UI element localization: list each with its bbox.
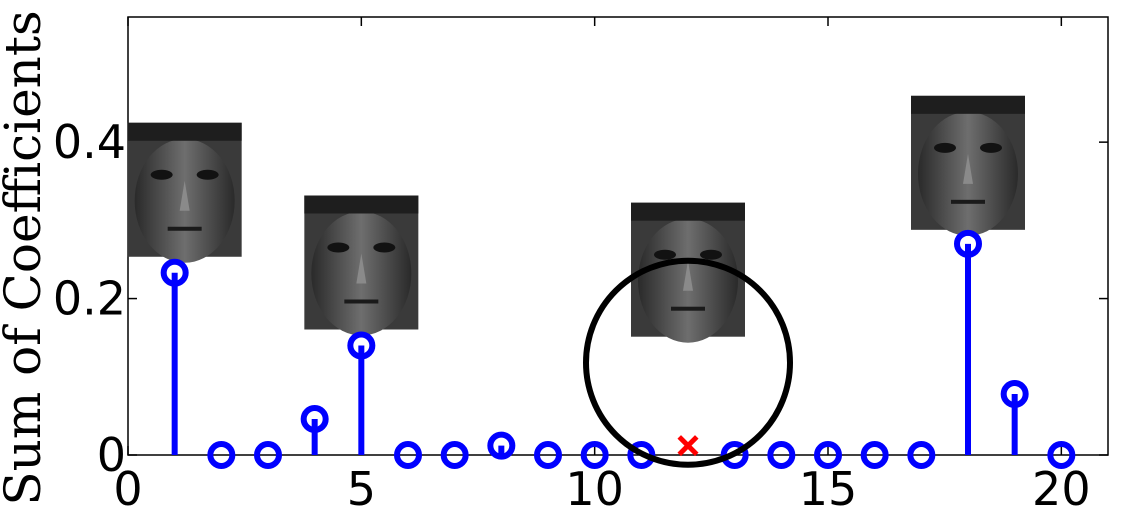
stem-marker xyxy=(580,441,609,469)
stem-marker xyxy=(1000,379,1029,408)
stem-marker xyxy=(767,441,796,469)
stem-marker xyxy=(160,258,189,287)
y-axis-title: Sum of Coefficients xyxy=(0,10,52,505)
stem-marker xyxy=(954,229,982,258)
left-eye xyxy=(654,249,676,260)
x-tick-label: 20 xyxy=(1032,462,1091,516)
cross-stroke xyxy=(677,435,699,457)
stem-marker xyxy=(860,441,889,469)
face-thumbnail xyxy=(911,95,1025,236)
highlight-overlay xyxy=(583,257,793,468)
nose xyxy=(963,153,973,184)
stem-marker xyxy=(440,441,469,469)
mouth xyxy=(951,199,985,204)
left-eye xyxy=(327,242,350,253)
nose xyxy=(356,253,367,284)
stem-marker xyxy=(254,441,282,469)
x-tick-label: 10 xyxy=(565,462,624,516)
stem-marker xyxy=(394,441,422,469)
y-tick-label: 0 xyxy=(97,428,126,482)
stem-marker xyxy=(1047,441,1076,469)
right-eye xyxy=(700,249,722,260)
nose xyxy=(179,180,190,211)
y-tick-label: 0.4 xyxy=(53,115,126,169)
face-thumbnails xyxy=(127,95,1025,343)
stem-marker xyxy=(347,331,376,360)
hair xyxy=(631,202,745,221)
stem-markers xyxy=(160,229,1076,469)
hair xyxy=(127,122,242,141)
stem-marker xyxy=(534,441,562,469)
stem-marker xyxy=(487,431,516,460)
x-tick-label: 5 xyxy=(347,462,376,516)
stem-lines xyxy=(171,243,1018,455)
axis-tick-labels: 0 5 10 15 20 0 0.2 0.4 xyxy=(53,115,1091,516)
face-thumbnail xyxy=(631,202,745,343)
hair xyxy=(911,95,1025,114)
left-eye xyxy=(150,169,173,180)
mouth xyxy=(344,299,379,304)
stem-marker xyxy=(814,441,842,469)
right-eye xyxy=(980,142,1002,153)
axis-ticks xyxy=(127,17,1108,456)
stem-marker xyxy=(627,441,656,469)
nose xyxy=(683,260,693,291)
x-tick-label: 15 xyxy=(799,462,858,516)
face-thumbnail xyxy=(304,195,419,336)
right-eye xyxy=(196,169,219,180)
face-thumbnail xyxy=(127,122,242,263)
excluded-point-marker xyxy=(677,435,699,457)
stem-marker xyxy=(300,405,329,434)
mouth xyxy=(671,306,705,311)
highlight-circle xyxy=(583,257,793,468)
mouth xyxy=(167,226,202,231)
stem-marker xyxy=(720,441,749,469)
right-eye xyxy=(373,242,396,253)
left-eye xyxy=(934,142,956,153)
y-tick-label: 0.2 xyxy=(53,272,126,326)
x-tick-label: 0 xyxy=(113,462,142,516)
stem-marker xyxy=(907,441,936,469)
hair xyxy=(304,195,419,214)
stem-marker xyxy=(207,441,236,469)
